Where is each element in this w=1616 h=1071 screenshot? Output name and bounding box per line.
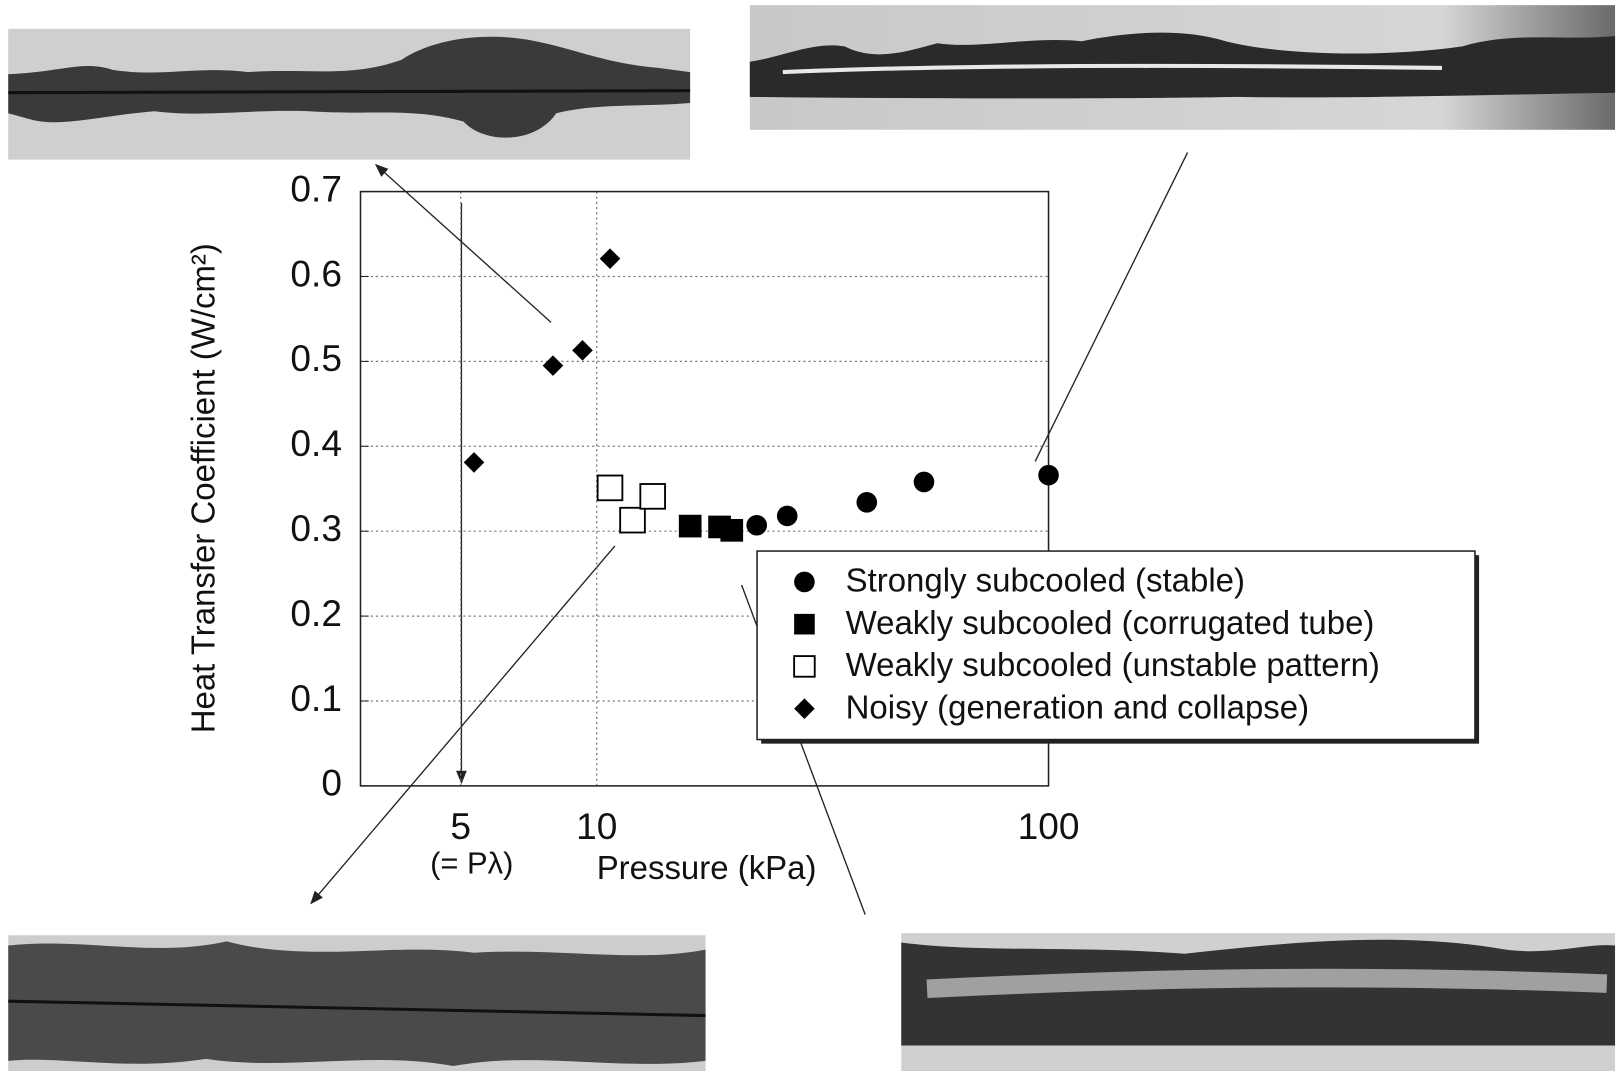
figure-content: Heat Transfer Coefficient (W/cm²) Pressu…	[8, 5, 1616, 1071]
x-axis-label: Pressure (kPa)	[597, 849, 817, 886]
y-tick-label: 0.6	[290, 252, 342, 294]
legend-marker	[794, 698, 815, 719]
point	[776, 505, 798, 527]
pointer-arrow	[374, 163, 552, 323]
point	[1038, 464, 1059, 486]
x-tick-label: 10	[576, 805, 617, 847]
legend-label: Strongly subcooled (stable)	[846, 562, 1245, 599]
point	[746, 514, 768, 536]
x-tick-label: 100	[1018, 805, 1080, 847]
point	[542, 355, 564, 376]
y-tick-label: 0.4	[290, 422, 342, 464]
legend-box	[756, 550, 1476, 741]
legend-label: Noisy (generation and collapse)	[846, 688, 1309, 725]
y-tick-label: 0.7	[290, 167, 342, 209]
y-tick-label: 0.3	[290, 507, 342, 549]
photo-top-left	[8, 28, 691, 160]
point	[463, 452, 485, 473]
point	[619, 506, 646, 534]
y-axis-label: Heat Transfer Coefficient (W/cm²)	[185, 243, 222, 733]
legend-label: Weakly subcooled (corrugated tube)	[846, 604, 1375, 641]
y-tick-label: 0.5	[290, 337, 342, 379]
pointer-arrow	[310, 545, 616, 905]
y-tick-label: 0.1	[290, 677, 342, 719]
photo-bottom-left	[8, 935, 706, 1071]
pointer-line	[1034, 152, 1189, 462]
photo-top-right	[749, 5, 1616, 130]
photo-bottom-right	[901, 933, 1616, 1071]
legend-marker	[794, 571, 815, 593]
point	[913, 471, 935, 493]
y-tick-label: 0	[321, 762, 342, 804]
y-tick-label: 0.2	[290, 592, 342, 634]
point	[639, 483, 666, 510]
point	[599, 248, 621, 269]
point	[572, 340, 593, 361]
legend-marker	[794, 613, 815, 635]
point	[678, 514, 702, 538]
point	[720, 519, 744, 542]
annotation: (= Pλ)	[430, 845, 513, 880]
x-tick-label: 5	[450, 805, 471, 847]
legend-label: Weakly subcooled (unstable pattern)	[846, 646, 1380, 683]
plot-frame	[359, 190, 1050, 787]
point	[856, 492, 878, 513]
legend-marker	[793, 655, 816, 678]
point	[596, 474, 624, 502]
